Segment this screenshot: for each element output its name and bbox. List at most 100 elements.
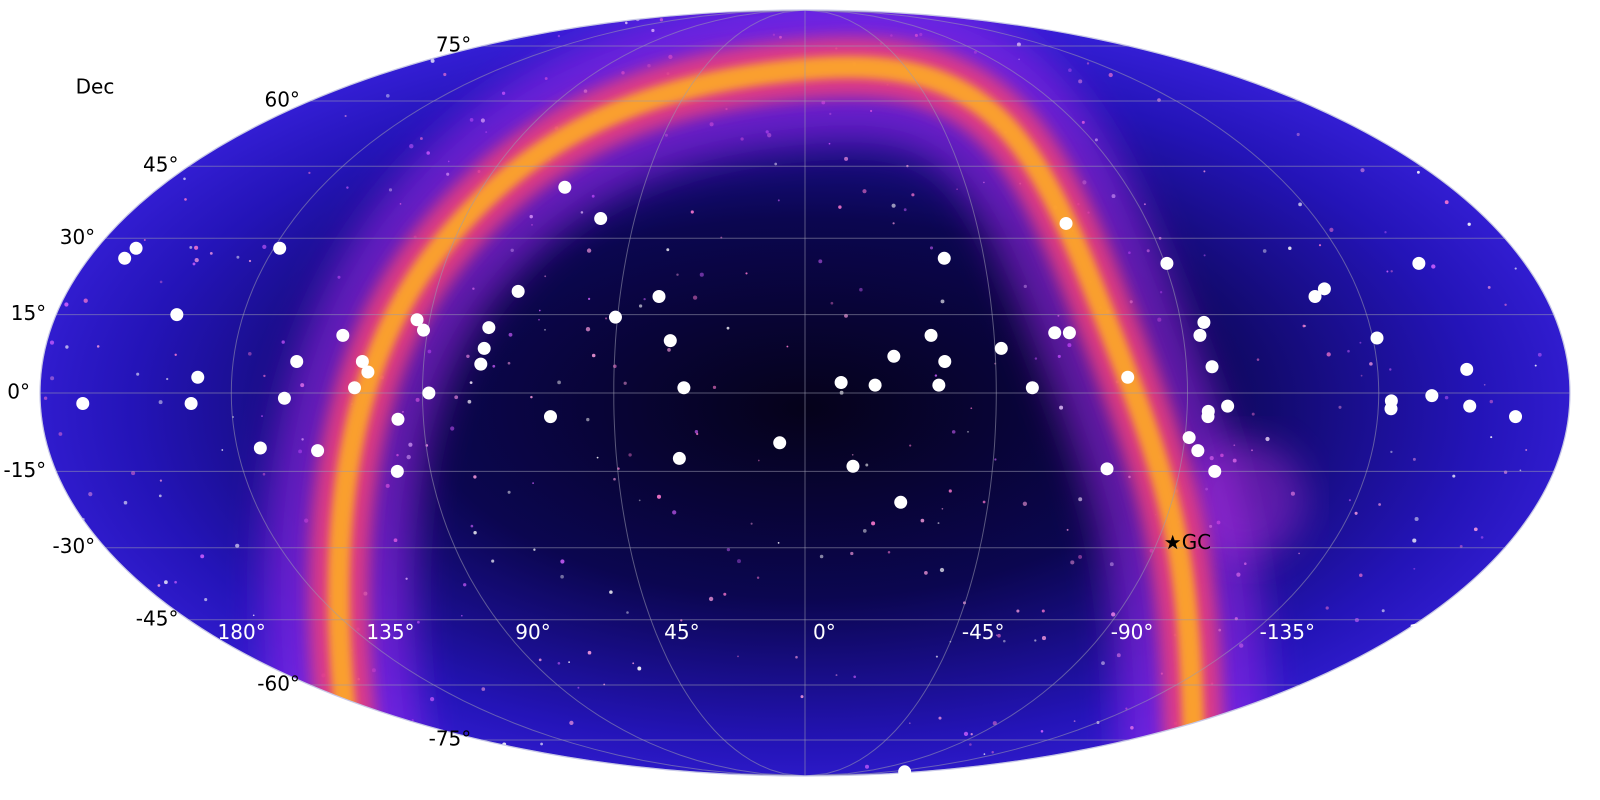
background-source <box>533 548 536 551</box>
y-tick-label: -30° <box>53 534 96 558</box>
background-source <box>385 93 390 98</box>
background-source <box>969 743 972 746</box>
background-source <box>591 353 596 358</box>
background-source <box>859 287 863 292</box>
source-point <box>511 284 525 298</box>
background-source <box>83 298 88 303</box>
background-source <box>417 620 420 624</box>
background-source <box>538 658 542 662</box>
source-point <box>1059 216 1073 230</box>
background-source <box>774 162 778 166</box>
background-source <box>507 490 511 494</box>
source-point <box>1191 444 1205 458</box>
background-source <box>941 507 944 510</box>
background-source <box>560 559 565 564</box>
source-point <box>184 396 198 410</box>
background-source <box>937 522 940 525</box>
background-source <box>538 309 541 312</box>
background-source <box>467 399 472 404</box>
source-point <box>543 410 557 424</box>
background-source <box>1384 231 1387 234</box>
background-source <box>174 353 177 356</box>
sky-map <box>40 10 1570 776</box>
source-point <box>938 355 952 369</box>
background-source <box>1360 168 1365 173</box>
background-source <box>835 674 838 677</box>
background-source <box>851 453 854 456</box>
background-source <box>1003 639 1006 643</box>
background-source <box>1444 395 1449 400</box>
background-source <box>1412 538 1417 543</box>
background-source <box>158 494 162 498</box>
source-point <box>391 412 405 426</box>
source-point <box>558 180 572 194</box>
background-source <box>994 458 997 461</box>
source-point <box>652 290 666 304</box>
background-source <box>948 489 952 493</box>
y-tick-label: -75° <box>429 727 472 751</box>
background-source <box>469 381 473 384</box>
source-point <box>355 355 369 369</box>
y-tick-label: 60° <box>264 88 299 112</box>
background-source <box>1298 552 1300 555</box>
background-source <box>940 299 945 304</box>
sky-border <box>39 9 1571 777</box>
background-source <box>577 686 580 689</box>
source-point <box>663 334 677 348</box>
source-point <box>410 313 424 327</box>
background-source <box>540 742 543 746</box>
background-source <box>136 372 140 376</box>
background-source <box>557 380 561 385</box>
source-point <box>422 386 436 400</box>
background-source <box>221 449 224 451</box>
background-source <box>189 245 193 249</box>
background-source <box>939 567 945 573</box>
background-source <box>800 695 804 699</box>
background-source <box>1412 457 1416 461</box>
background-source <box>569 720 574 726</box>
background-source <box>1416 170 1420 174</box>
background-source <box>656 494 662 499</box>
y-axis-label: Dec <box>76 75 115 99</box>
x-tick-label: -90° <box>1111 620 1154 644</box>
background-source <box>1034 639 1037 642</box>
background-source <box>544 275 547 278</box>
background-source <box>143 238 146 242</box>
background-source <box>750 522 753 525</box>
source-point <box>1197 315 1211 329</box>
source-point <box>594 212 608 226</box>
background-source <box>1473 527 1478 532</box>
background-source <box>96 345 100 348</box>
background-source <box>676 273 679 276</box>
background-source <box>491 559 495 563</box>
background-source <box>1203 254 1206 257</box>
background-source <box>1414 516 1419 522</box>
background-source <box>938 716 942 720</box>
background-source <box>862 189 867 194</box>
background-source <box>605 317 608 320</box>
background-source <box>131 471 136 476</box>
source-point <box>1221 399 1235 413</box>
source-point <box>129 241 143 255</box>
background-source <box>544 328 546 331</box>
source-point <box>336 328 350 342</box>
source-point <box>361 365 375 379</box>
background-source <box>1525 449 1528 451</box>
background-source <box>1265 436 1270 442</box>
background-source <box>830 301 834 305</box>
background-source <box>1487 285 1491 289</box>
background-source <box>530 395 533 399</box>
background-source <box>935 655 938 658</box>
background-source <box>1073 720 1076 722</box>
source-point <box>994 341 1008 355</box>
x-tick-label: 135° <box>366 620 414 644</box>
y-tick-label: 30° <box>60 225 95 249</box>
background-source <box>992 721 997 726</box>
background-source <box>419 137 423 140</box>
background-source <box>638 499 641 502</box>
background-source <box>613 364 617 369</box>
background-source <box>1519 469 1522 472</box>
background-source <box>934 374 938 377</box>
background-source <box>694 430 699 434</box>
